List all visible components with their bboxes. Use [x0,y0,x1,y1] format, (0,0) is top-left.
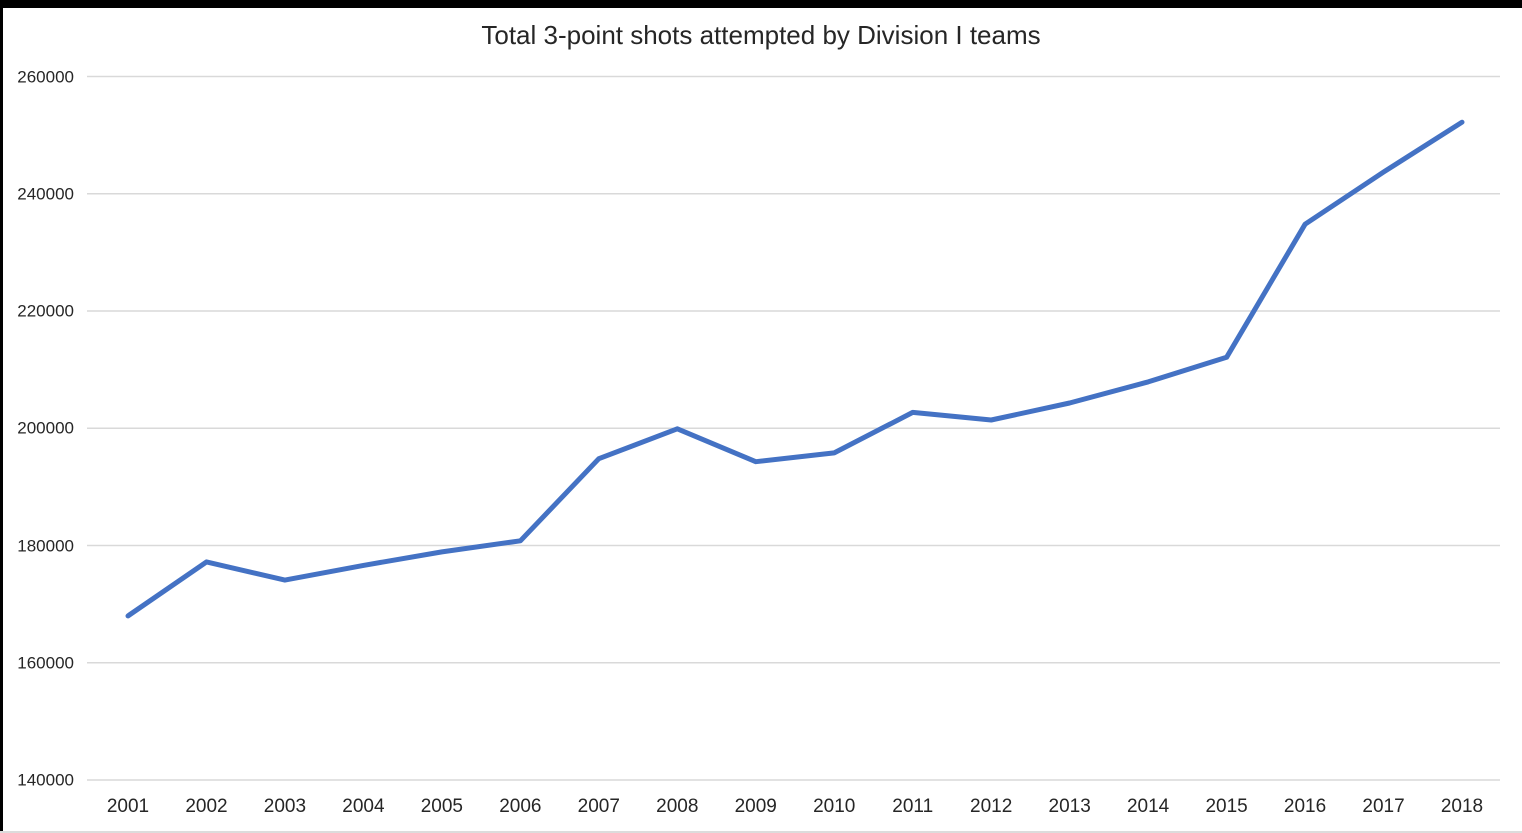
left-window-edge [0,0,3,833]
bottom-window-edge [0,831,1522,833]
x-axis-tick-label: 2014 [1126,796,1170,817]
chart-title: Total 3-point shots attempted by Divisio… [481,20,1041,50]
x-axis-tick-label: 2010 [813,796,856,817]
y-axis-tick-label: 240000 [17,184,74,204]
x-axis-tick-label: 2001 [106,796,150,817]
x-axis-tick-label: 2012 [970,796,1013,817]
x-axis-tick-label: 2008 [656,796,699,817]
x-axis-tick-label: 2017 [1362,796,1405,817]
x-axis-tick-label: 2016 [1283,796,1327,817]
x-axis-tick-label: 2013 [1048,796,1091,817]
x-axis-tick-label: 2005 [420,796,464,817]
y-axis-tick-label: 260000 [17,67,74,86]
x-axis-tick-label: 2015 [1205,796,1248,817]
x-axis-tick-label: 2007 [577,796,620,817]
x-axis-tick-label: 2011 [892,796,934,817]
y-axis-tick-label: 220000 [17,301,74,321]
y-axis-tick-label: 140000 [17,770,74,790]
x-axis-tick-label: 2002 [185,796,228,817]
x-axis-tick-label: 2006 [499,796,542,817]
x-axis-tick-label: 2009 [734,796,777,817]
y-axis-tick-label: 200000 [17,418,74,438]
y-axis-tick-label: 180000 [17,536,74,555]
x-axis-tick-label: 2004 [342,796,385,817]
y-axis-tick-label: 160000 [17,653,74,673]
top-window-edge [0,0,1522,8]
x-axis-tick-label: 2018 [1440,796,1484,817]
x-axis-tick-label: 2003 [263,796,307,817]
data-series-line [125,119,1465,619]
